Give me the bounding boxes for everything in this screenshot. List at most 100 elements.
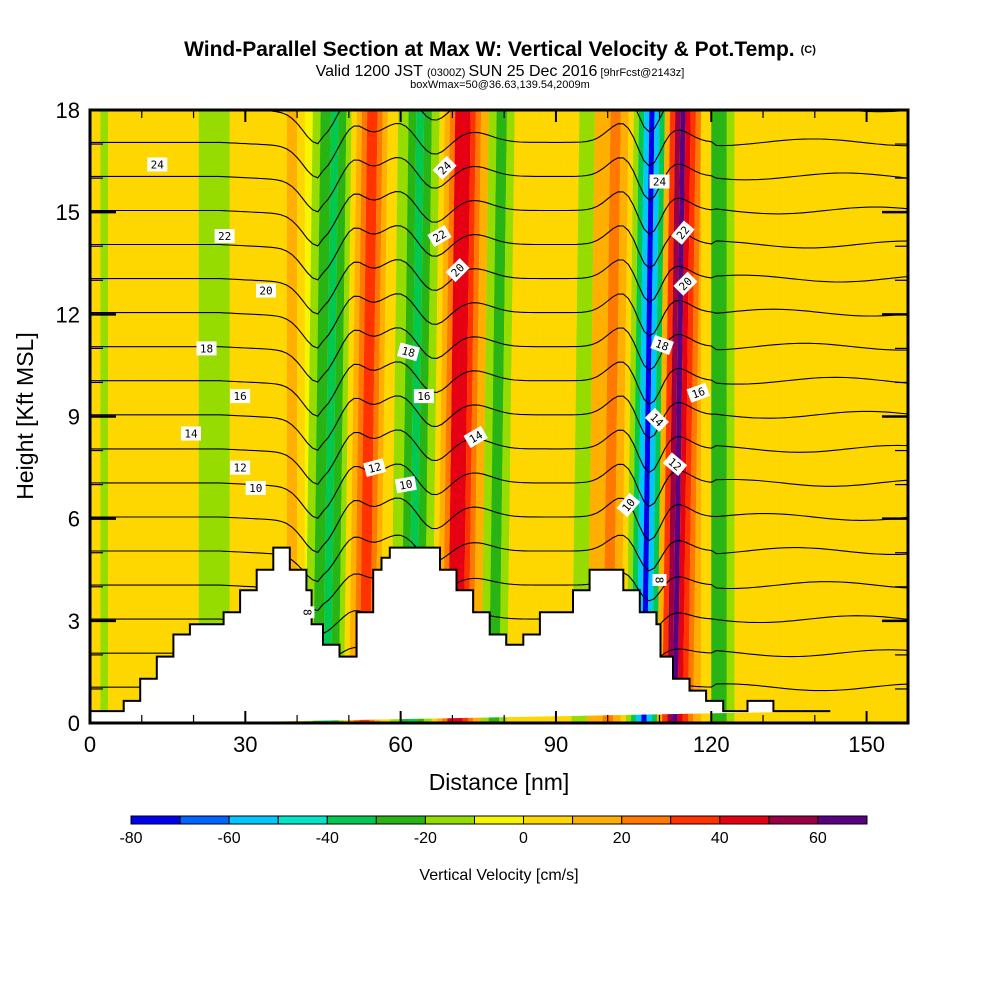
copyright-mark: (C): [801, 44, 817, 56]
colorbar-bin: [474, 815, 525, 825]
velocity-band: [467, 110, 482, 723]
y-tick-label: 12: [56, 302, 80, 327]
theta-contour-line: [90, 361, 908, 417]
colorbar-bin: [719, 815, 770, 825]
colorbar-tick-label: -40: [316, 830, 339, 847]
velocity-band: [499, 110, 515, 723]
x-tick-label: 60: [388, 732, 412, 757]
velocity-band: [682, 110, 696, 723]
x-tick-label: 30: [233, 732, 257, 757]
colorbar-tick-label: 60: [809, 830, 827, 847]
velocity-band: [162, 110, 199, 723]
velocity-band: [700, 110, 712, 723]
velocity-band: [322, 110, 339, 723]
x-axis-title: Distance [nm]: [429, 769, 570, 795]
velocity-band: [354, 110, 368, 723]
contour-label: 24: [649, 174, 670, 189]
colorbar-bin: [130, 815, 181, 825]
colorbar-tick-label: 0: [519, 830, 528, 847]
x-tick-label: 0: [84, 732, 96, 757]
x-axis-ticks: 0 30 60 90 120 150: [84, 110, 885, 757]
theta-contour-line: [90, 534, 908, 583]
velocity-band: [631, 110, 645, 723]
contour-label: 12: [230, 460, 251, 475]
velocity-band: [830, 110, 908, 723]
velocity-band: [747, 110, 784, 723]
velocity-band: [304, 110, 321, 723]
y-tick-label: 15: [56, 200, 80, 225]
theta-contour-line: [90, 463, 908, 519]
velocity-band: [229, 110, 246, 723]
plot-area: 2422201816141210824222018161412102422201…: [90, 110, 908, 723]
velocity-band: [514, 110, 544, 723]
contour-label-text: 16: [233, 390, 246, 403]
velocity-band: [462, 110, 476, 723]
contour-label-text: 10: [249, 482, 262, 495]
contour-label-text: 12: [233, 462, 246, 475]
colorbar-bin: [768, 815, 819, 825]
contour-label: 14: [181, 426, 201, 441]
contour-label: 8: [300, 606, 315, 619]
contour-label-text: 14: [467, 428, 485, 446]
y-axis-ticks: 0 3 6 9 12 15 18: [56, 98, 908, 736]
theta-contour-line: [90, 497, 908, 554]
contour-label-text: 24: [653, 176, 667, 189]
contour-label-text: 22: [218, 230, 231, 243]
contour-label: 18: [650, 335, 674, 355]
colorbar-tick-label: -80: [119, 830, 142, 847]
velocity-band: [711, 110, 727, 723]
velocity-band: [625, 110, 640, 723]
colorbar-bin: [424, 815, 475, 825]
velocity-band: [636, 110, 650, 723]
contour-label: 18: [396, 342, 420, 362]
velocity-band: [343, 110, 357, 723]
velocity-band: [488, 110, 507, 723]
contour-label: 8: [652, 574, 667, 586]
theta-contour-line: [90, 122, 908, 179]
contour-label-text: 8: [653, 577, 666, 584]
velocity-band: [348, 110, 363, 723]
terrain: [90, 546, 831, 723]
y-tick-label: 0: [68, 711, 80, 736]
velocity-band: [667, 110, 681, 723]
contour-label-text: 18: [200, 342, 213, 355]
chart-subtitle: Valid 1200 JST (0300Z) SUN 25 Dec 2016 [9hr…: [316, 63, 685, 80]
colorbar-bin: [670, 815, 721, 825]
velocity-band: [662, 110, 676, 723]
velocity-band: [571, 110, 596, 723]
contour-label-text: 24: [151, 159, 165, 172]
contour-label-text: 16: [690, 385, 707, 402]
contour-label: 16: [230, 389, 251, 404]
contour-label: 20: [256, 283, 276, 298]
contour-label-text: 10: [398, 478, 413, 493]
contour-label: 16: [686, 382, 711, 403]
contour-label-text: 14: [184, 428, 198, 441]
colorbar-bin: [179, 815, 230, 825]
colorbar-bin: [277, 815, 328, 825]
contour-label-text: 18: [653, 337, 670, 354]
colorbar: -80 -60 -40 -20 0 20 40 60: [119, 815, 868, 847]
theta-contour-line: [90, 429, 908, 485]
velocity-band: [555, 110, 580, 723]
y-tick-label: 9: [68, 405, 80, 430]
velocity-band: [131, 110, 163, 723]
contour-label: 12: [363, 458, 387, 477]
contour-label: 24: [147, 157, 168, 172]
y-axis-title: Height [Kft MSL]: [12, 332, 38, 499]
velocity-band: [677, 110, 691, 723]
colorbar-tick-label: -60: [218, 830, 241, 847]
contour-label-text: 16: [417, 390, 430, 403]
axes: 0 30 60 90 120 150 0 3 6 9 12 15 18: [56, 98, 910, 757]
contour-label-text: 8: [300, 609, 313, 616]
chart-subtitle-2: boxWmax=50@36.63,139.54,2009m: [410, 79, 590, 91]
colorbar-bin: [523, 815, 574, 825]
theta-contour-line: [90, 327, 908, 383]
colorbar-tick-label: -20: [414, 830, 437, 847]
velocity-band: [359, 110, 378, 723]
theta-contour-line: [90, 395, 908, 451]
contour-label-text: 20: [259, 285, 272, 298]
theta-contour-line: [90, 571, 908, 612]
contour-label: 10: [394, 475, 417, 494]
colorbar-tick-label: 40: [711, 830, 729, 847]
